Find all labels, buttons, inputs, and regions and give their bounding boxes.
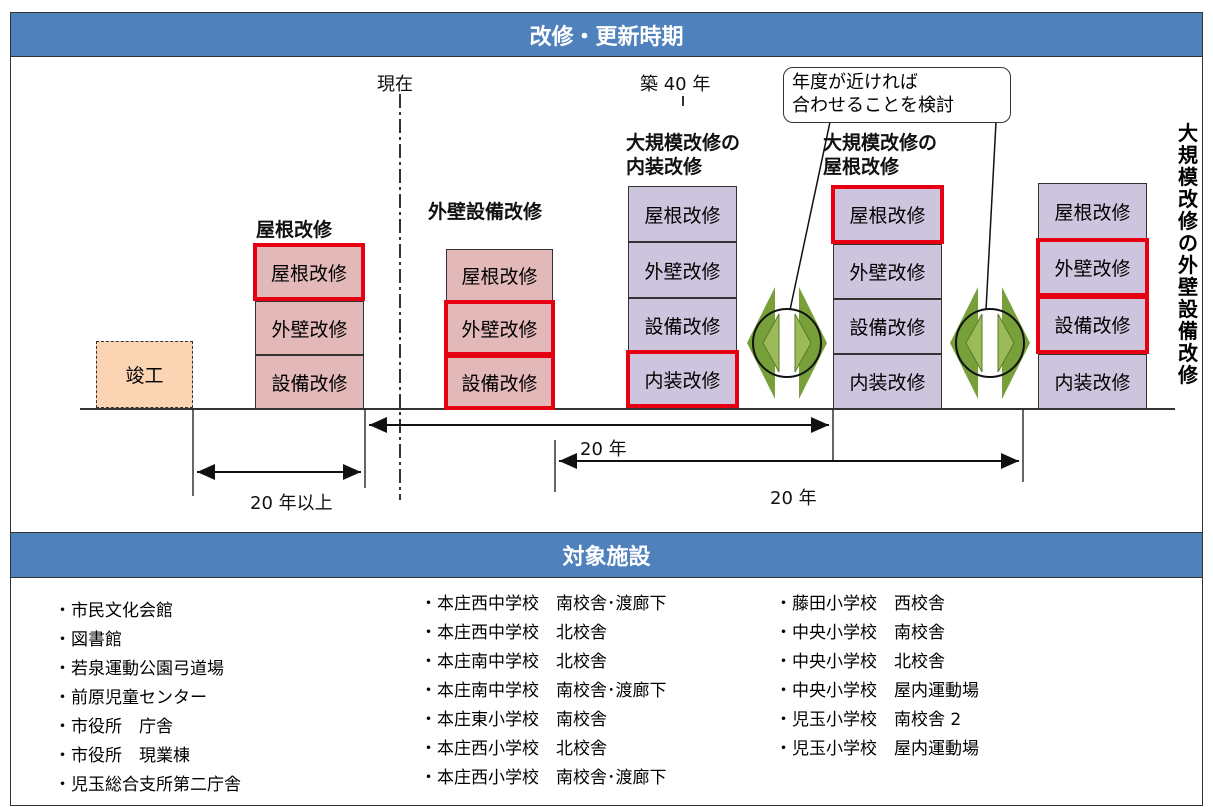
facility-item: ・本庄東小学校 南校舎 (420, 710, 607, 730)
facility-item: ・児玉総合支所第二庁舎 (54, 775, 241, 795)
facility-item: ・本庄西小学校 北校舎 (420, 739, 607, 759)
facility-item: ・図書館 (54, 630, 122, 650)
facility-column-3: ・藤田小学校 西校舎 ・中央小学校 南校舎 ・中央小学校 北校舎 ・中央小学校 … (775, 590, 979, 764)
stack5-item: 内装改修 (1038, 354, 1147, 409)
stack2-item: 外壁改修 (444, 300, 555, 356)
facility-item: ・若泉運動公園弓道場 (54, 659, 224, 679)
divider (11, 56, 1202, 57)
facility-item: ・本庄南中学校 南校舎･渡廊下 (420, 681, 667, 701)
stack4-item: 内装改修 (833, 354, 942, 409)
stack3-item: 設備改修 (628, 298, 737, 352)
facility-item: ・中央小学校 北校舎 (775, 652, 945, 672)
divider (11, 577, 1202, 578)
label-20y-plus: 20 年以上 (250, 493, 333, 514)
stack3-item: 外壁改修 (628, 242, 737, 298)
facility-item: ・中央小学校 屋内運動場 (775, 681, 979, 701)
facility-item: ・市役所 現業棟 (54, 746, 190, 766)
timing-header-title: 改修・更新時期 (529, 24, 684, 50)
facility-column-1: ・市民文化会館 ・図書館 ・若泉運動公園弓道場 ・前原児童センター ・市役所 庁… (54, 597, 241, 800)
facility-item: ・本庄西小学校 南校舎･渡廊下 (420, 768, 667, 788)
label-40-years: 築 40 年 (640, 74, 711, 95)
stack3-heading: 大規模改修の 内装改修 (626, 132, 741, 178)
facility-item: ・中央小学校 南校舎 (775, 623, 945, 643)
stack1-heading: 屋根改修 (256, 219, 333, 241)
facility-item: ・藤田小学校 西校舎 (775, 594, 945, 614)
stack2-item: 設備改修 (444, 354, 555, 410)
label-present: 現在 (377, 74, 413, 95)
facility-item: ・市民文化会館 (54, 601, 173, 621)
callout-consider-combining: 年度が近ければ 合わせることを検討 (783, 67, 1011, 123)
stack4-item: 屋根改修 (831, 185, 944, 244)
stack4-heading: 大規模改修の 屋根改修 (823, 132, 938, 178)
completion-box: 竣工 (96, 341, 193, 408)
divider (11, 532, 1202, 533)
stack5-heading-vertical: 大 規 模 改 修 の 外 壁 設 備 改 修 (1178, 121, 1198, 387)
facility-item: ・本庄西中学校 南校舎･渡廊下 (420, 594, 667, 614)
stack1-item: 屋根改修 (253, 243, 365, 301)
timing-header-bar: 改修・更新時期 (11, 13, 1202, 56)
stack3-item: 屋根改修 (628, 186, 737, 242)
stack2-heading: 外壁設備改修 (428, 201, 543, 223)
stack4-item: 設備改修 (833, 299, 942, 354)
facility-item: ・市役所 庁舎 (54, 717, 173, 737)
diagram-frame (10, 12, 1203, 806)
facilities-header-bar: 対象施設 (11, 533, 1202, 577)
facility-item: ・児玉小学校 屋内運動場 (775, 739, 979, 759)
facilities-header-title: 対象施設 (562, 545, 651, 570)
label-20y-a: 20 年 (580, 439, 627, 460)
facility-item: ・前原児童センター (54, 688, 207, 708)
facility-column-2: ・本庄西中学校 南校舎･渡廊下 ・本庄西中学校 北校舎 ・本庄南中学校 北校舎 … (420, 590, 667, 793)
stack2-item: 屋根改修 (446, 249, 553, 302)
stack5-item: 外壁改修 (1036, 238, 1149, 297)
label-20y-b: 20 年 (770, 488, 817, 509)
stack5-item: 設備改修 (1036, 295, 1149, 354)
facility-item: ・本庄南中学校 北校舎 (420, 652, 607, 672)
stack5-item: 屋根改修 (1038, 183, 1147, 240)
stack3-item: 内装改修 (626, 350, 739, 408)
stack1-item: 外壁改修 (255, 301, 364, 355)
merge-diamond-right-icon (950, 121, 1030, 399)
facility-item: ・本庄西中学校 北校舎 (420, 623, 607, 643)
stack4-item: 外壁改修 (833, 244, 942, 299)
facility-item: ・児玉小学校 南校舎 2 (775, 710, 962, 730)
stack1-item: 設備改修 (255, 355, 364, 409)
merge-diamond-left-icon (747, 121, 831, 399)
